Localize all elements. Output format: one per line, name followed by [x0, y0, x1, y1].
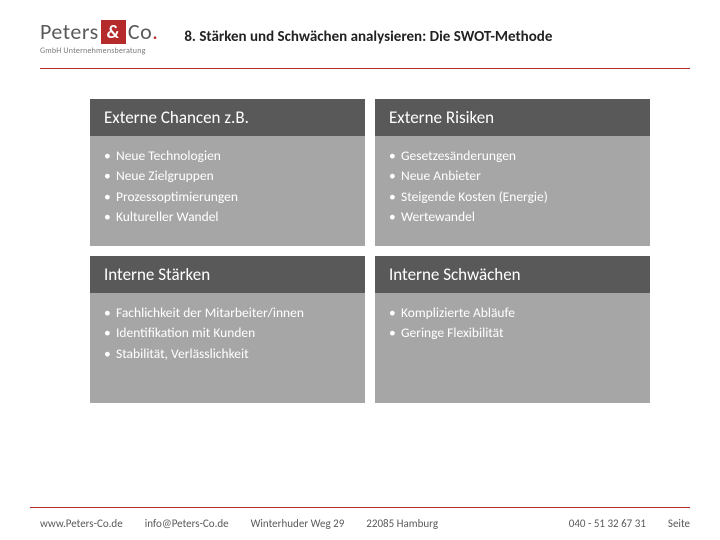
footer-street: Winterhuder Weg 29 — [251, 517, 345, 530]
cell-body: Neue Technologien Neue Zielgruppen Proze… — [90, 136, 365, 246]
list-item: Wertewandel — [389, 207, 636, 227]
list-item: Identifikation mit Kunden — [104, 323, 351, 343]
list-item: Gesetzesänderungen — [389, 146, 636, 166]
footer-city: 22085 Hamburg — [366, 517, 438, 530]
slide-title: 8. Stärken und Schwächen analysieren: Di… — [178, 28, 690, 46]
slide-header: Peters & Co . GmbH Unternehmensberatung … — [0, 0, 720, 64]
list-item: Geringe Flexibilität — [389, 323, 636, 343]
swot-opportunities: Externe Chancen z.B. Neue Technologien N… — [90, 99, 365, 246]
list-item: Neue Technologien — [104, 146, 351, 166]
cell-header: Interne Schwächen — [375, 256, 650, 293]
logo-ampersand: & — [101, 20, 126, 44]
cell-header: Externe Chancen z.B. — [90, 99, 365, 136]
company-logo: Peters & Co . GmbH Unternehmensberatung — [40, 18, 158, 56]
swot-weaknesses: Interne Schwächen Komplizierte Abläufe G… — [375, 256, 650, 403]
footer-page-label: Seite — [668, 517, 690, 530]
cell-body: Komplizierte Abläufe Geringe Flexibilitä… — [375, 293, 650, 403]
logo-dot: . — [152, 18, 158, 45]
list-item: Stabilität, Verlässlichkeit — [104, 344, 351, 364]
cell-header: Externe Risiken — [375, 99, 650, 136]
swot-grid: Externe Chancen z.B. Neue Technologien N… — [0, 69, 720, 403]
footer-website: www.Peters-Co.de — [40, 517, 123, 530]
footer-divider — [30, 507, 690, 508]
swot-threats: Externe Risiken Gesetzesänderungen Neue … — [375, 99, 650, 246]
list-item: Prozessoptimierungen — [104, 187, 351, 207]
list-item: Steigende Kosten (Energie) — [389, 187, 636, 207]
cell-body: Fachlichkeit der Mitarbeiter/innen Ident… — [90, 293, 365, 403]
cell-body: Gesetzesänderungen Neue Anbieter Steigen… — [375, 136, 650, 246]
logo-part1: Peters — [40, 18, 99, 45]
logo-subtitle: GmbH Unternehmensberatung — [40, 46, 146, 56]
cell-header: Interne Stärken — [90, 256, 365, 293]
slide-footer: www.Peters-Co.de info@Peters-Co.de Winte… — [0, 517, 720, 530]
list-item: Kultureller Wandel — [104, 207, 351, 227]
list-item: Neue Zielgruppen — [104, 166, 351, 186]
footer-spacer — [460, 517, 547, 530]
list-item: Neue Anbieter — [389, 166, 636, 186]
logo-main: Peters & Co . — [40, 18, 158, 45]
list-item: Fachlichkeit der Mitarbeiter/innen — [104, 303, 351, 323]
footer-phone: 040 - 51 32 67 31 — [569, 517, 646, 530]
footer-email: info@Peters-Co.de — [145, 517, 229, 530]
swot-strengths: Interne Stärken Fachlichkeit der Mitarbe… — [90, 256, 365, 403]
list-item: Komplizierte Abläufe — [389, 303, 636, 323]
logo-part2: Co — [128, 18, 152, 45]
